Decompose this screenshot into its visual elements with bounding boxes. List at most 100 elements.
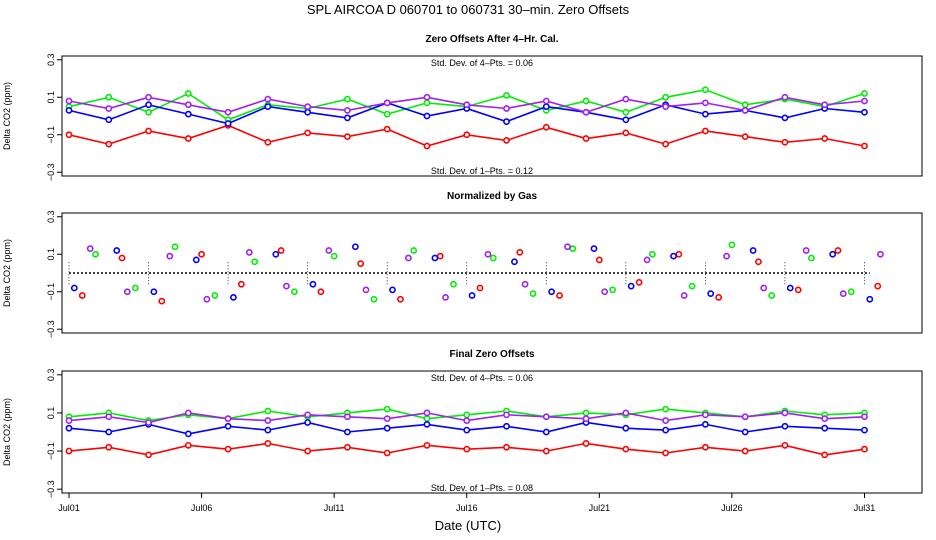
- data-point: [802, 247, 810, 254]
- data-point: [861, 426, 868, 434]
- data-point: [582, 409, 590, 417]
- data-point: [184, 409, 192, 417]
- data-point: [145, 451, 152, 459]
- data-point: [362, 286, 370, 294]
- data-point: [701, 110, 709, 118]
- data-point: [662, 449, 670, 457]
- data-point: [86, 245, 94, 253]
- data-point: [304, 419, 312, 426]
- data-point: [662, 426, 670, 434]
- data-point: [442, 293, 449, 301]
- data-point: [171, 243, 179, 251]
- data-point: [847, 288, 855, 296]
- series-gas-red: [78, 247, 882, 305]
- data-point: [123, 288, 131, 296]
- y-tick-label: 0.1: [46, 407, 56, 420]
- data-point: [70, 284, 78, 292]
- y-axis-label: Delta CO2 (ppm): [2, 239, 12, 307]
- data-point: [113, 247, 121, 254]
- data-point: [701, 443, 709, 451]
- data-point: [622, 116, 630, 124]
- data-point: [503, 422, 510, 430]
- data-point: [405, 254, 412, 262]
- y-axis-label: Delta CO2 (ppm): [2, 82, 12, 150]
- data-point: [701, 127, 709, 135]
- data-point: [707, 290, 715, 298]
- data-point: [145, 127, 152, 135]
- data-point: [224, 120, 232, 127]
- data-point: [701, 420, 709, 428]
- data-point: [861, 413, 868, 421]
- data-point: [662, 405, 670, 413]
- data-point: [564, 243, 571, 251]
- data-point: [503, 91, 510, 99]
- data-point: [344, 95, 351, 103]
- figure-title: SPL AIRCOA D 060701 to 060731 30–min. Ze…: [307, 2, 630, 17]
- data-point: [701, 86, 709, 94]
- data-point: [463, 101, 471, 109]
- panel-title: Normalized by Gas: [447, 191, 537, 202]
- data-point: [105, 140, 113, 148]
- data-point: [741, 413, 749, 421]
- y-tick-label: −0.3: [46, 163, 56, 181]
- data-point: [304, 129, 312, 137]
- data-point: [357, 260, 365, 268]
- panel-title: Zero Offsets After 4–Hr. Cal.: [425, 34, 558, 45]
- data-point: [643, 256, 651, 264]
- data-point: [224, 108, 232, 116]
- data-point: [627, 282, 635, 290]
- data-point: [65, 97, 73, 105]
- data-point: [184, 135, 192, 142]
- data-point: [861, 445, 868, 453]
- data-point: [245, 248, 253, 256]
- data-point: [542, 447, 550, 455]
- data-point: [622, 95, 630, 103]
- data-point: [781, 93, 789, 101]
- data-point: [829, 250, 837, 258]
- data-point: [662, 103, 670, 111]
- data-point: [648, 250, 656, 258]
- data-point: [224, 422, 232, 430]
- data-point: [344, 133, 351, 141]
- data-point: [781, 114, 789, 122]
- data-point: [383, 110, 391, 118]
- data-point: [468, 292, 476, 299]
- data-point: [622, 445, 630, 453]
- data-point: [65, 447, 73, 455]
- data-point: [105, 428, 113, 436]
- plot-area: [68, 241, 884, 305]
- data-point: [701, 99, 709, 107]
- data-point: [723, 252, 730, 260]
- data-point: [105, 116, 113, 124]
- data-point: [166, 252, 174, 260]
- data-point: [542, 97, 550, 105]
- data-point: [876, 250, 884, 258]
- data-point: [741, 106, 749, 114]
- y-tick-label: 0.1: [46, 248, 56, 261]
- data-point: [237, 280, 245, 288]
- data-point: [781, 409, 789, 417]
- data-point: [463, 445, 471, 453]
- data-point: [781, 138, 789, 146]
- data-point: [78, 292, 86, 299]
- x-tick-label: Jul01: [58, 503, 80, 513]
- data-point: [861, 90, 868, 97]
- data-point: [463, 426, 471, 434]
- data-point: [786, 284, 794, 292]
- data-point: [755, 258, 762, 266]
- series-gas-red: [65, 440, 868, 459]
- plot-frame: [61, 55, 923, 177]
- data-point: [861, 97, 868, 105]
- data-point: [150, 288, 158, 296]
- data-point: [211, 292, 219, 299]
- data-point: [511, 258, 518, 266]
- data-point: [203, 295, 211, 303]
- data-point: [264, 95, 272, 103]
- data-point: [383, 405, 391, 413]
- data-point: [423, 93, 431, 101]
- data-point: [463, 417, 471, 424]
- data-point: [224, 445, 232, 453]
- data-point: [158, 297, 166, 305]
- y-tick-label: 0.3: [46, 369, 56, 382]
- data-point: [184, 90, 192, 97]
